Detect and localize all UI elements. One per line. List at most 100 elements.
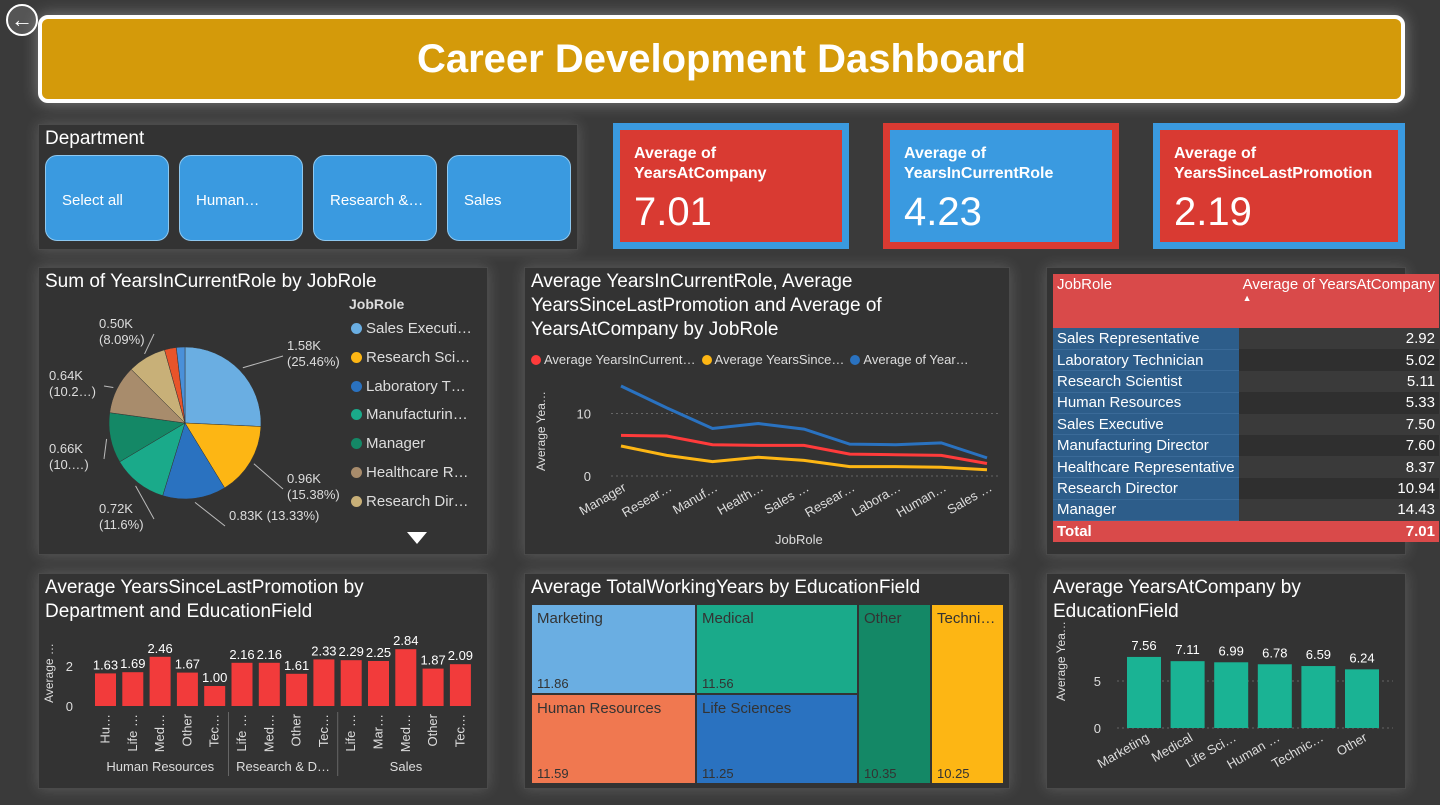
promo-bar[interactable] <box>340 660 362 706</box>
kpi-label: Average of YearsSinceLastPromotion <box>1174 145 1373 182</box>
pie-slice[interactable] <box>176 346 186 424</box>
table-row[interactable]: Sales Executive 7.50 <box>1053 413 1439 436</box>
slicer-option-sales[interactable]: Sales <box>447 155 571 241</box>
pie-legend-item[interactable]: Research Dir… <box>351 493 469 510</box>
treemap-cell-life-sciences[interactable]: Life Sciences 11.25 <box>696 694 858 784</box>
edu-bar[interactable] <box>1127 656 1161 728</box>
promo-bar[interactable] <box>95 673 116 706</box>
pie-data-label-line: (8.09%) <box>99 332 145 347</box>
promo-bar[interactable] <box>286 673 308 706</box>
edu-chart-panel: Average YearsAtCompany by EducationField… <box>1046 573 1406 789</box>
treemap-cell-label: Life Sciences <box>702 700 792 717</box>
pie-slice[interactable] <box>184 422 262 489</box>
promo-bar-value: 2.16 <box>257 647 282 662</box>
treemap-cell-other[interactable]: Other 10.35 <box>858 604 931 784</box>
pie-slice[interactable] <box>162 422 225 500</box>
line-x-tick: Health… <box>714 480 765 518</box>
pie-data-label-line: 0.83K (13.33%) <box>229 508 319 523</box>
pie-data-label-line: 0.66K <box>49 441 83 456</box>
line-legend-item[interactable]: Average YearsInCurrent… <box>531 352 696 367</box>
slicer-option-research[interactable]: Research &… <box>313 155 437 241</box>
triangle-down-icon[interactable] <box>407 532 427 544</box>
kpi-value: 2.19 <box>1174 190 1252 234</box>
table-row[interactable]: Sales Representative 2.92 <box>1053 328 1439 350</box>
pie-legend-label: Research Sci… <box>366 348 471 366</box>
treemap-cell-medical[interactable]: Medical 11.56 <box>696 604 858 694</box>
table-row[interactable]: Manager 14.43 <box>1053 499 1439 522</box>
promo-bar[interactable] <box>313 659 335 706</box>
back-button[interactable]: ← <box>6 4 38 36</box>
pie-legend-item[interactable]: Manufacturin… <box>351 406 468 423</box>
promo-bar[interactable] <box>231 662 253 706</box>
pie-legend-item[interactable]: Laboratory T… <box>351 378 466 395</box>
promo-bar[interactable] <box>449 664 471 706</box>
line-legend-item[interactable]: Average of Year… <box>850 352 969 367</box>
jobrole-table-panel: JobRole Average of YearsAtCompany ▲ Sale… <box>1046 267 1439 555</box>
promo-x-tick: Other <box>289 713 304 746</box>
promo-bar[interactable] <box>122 672 144 706</box>
promo-group-label: Human Resources <box>106 759 214 774</box>
pie-chart[interactable]: 1.58K (25.46%) 0.96K (15.38%) 0.83K (13.33%)… <box>39 298 339 553</box>
promo-bar[interactable] <box>368 661 389 706</box>
line-y-axis-label: Average Yea… <box>534 391 548 471</box>
promo-x-tick: Life … <box>125 714 140 752</box>
column-header-avg-years[interactable]: Average of YearsAtCompany ▲ <box>1238 274 1439 328</box>
line-series[interactable] <box>620 384 988 460</box>
promo-bar-value: 1.69 <box>120 656 145 671</box>
pie-legend-item[interactable]: Sales Executi… <box>351 320 472 337</box>
pie-legend-item[interactable]: Healthcare R… <box>351 464 469 481</box>
pie-legend-label: Sales Executi… <box>366 320 472 337</box>
promo-bar[interactable] <box>258 662 280 706</box>
table-row[interactable]: Healthcare Representative 8.37 <box>1053 456 1439 479</box>
treemap-cell-marketing[interactable]: Marketing 11.86 <box>531 604 696 694</box>
line-series[interactable] <box>620 444 988 472</box>
edu-bar[interactable] <box>1345 669 1379 728</box>
promo-bar[interactable] <box>176 672 198 706</box>
promo-bar[interactable] <box>422 668 444 706</box>
line-legend-item[interactable]: Average YearsSince… <box>701 352 844 367</box>
slicer-option-select-all[interactable]: Select all <box>45 155 169 241</box>
arrow-left-icon: ← <box>11 7 33 32</box>
treemap-cell-human-resources[interactable]: Human Resources 11.59 <box>531 694 696 784</box>
column-header-jobrole[interactable]: JobRole <box>1053 274 1239 328</box>
pie-data-label-line: 1.58K <box>287 338 321 353</box>
table-total-value: 7.01 <box>1238 520 1439 542</box>
edu-bar-value: 6.59 <box>1306 647 1331 662</box>
line-x-tick: Resear… <box>619 480 674 520</box>
promo-bar[interactable] <box>204 686 226 706</box>
kpi-value: 4.23 <box>904 190 982 234</box>
pie-leader-line <box>103 438 108 460</box>
table-row[interactable]: Research Scientist 5.11 <box>1053 370 1439 393</box>
promo-bar-value: 1.61 <box>284 658 309 673</box>
table-row[interactable]: Laboratory Technician 5.02 <box>1053 349 1439 372</box>
edu-bar[interactable] <box>1301 666 1336 728</box>
promo-x-tick: Other <box>425 713 440 746</box>
promo-chart-title: Average YearsSinceLastPromotion by Depar… <box>45 577 364 622</box>
pie-legend-item[interactable]: Manager <box>351 435 425 452</box>
legend-dot-icon <box>351 467 362 478</box>
treemap-cell-technical[interactable]: Techni… 10.25 <box>931 604 1004 784</box>
column-header-label: Average of YearsAtCompany <box>1242 276 1435 293</box>
pie-leader-line <box>135 485 155 520</box>
pie-slice[interactable] <box>184 346 262 427</box>
promo-bar[interactable] <box>395 649 417 706</box>
edu-bar[interactable] <box>1214 662 1249 728</box>
treemap-cell-value: 11.56 <box>702 676 734 691</box>
line-legend-label: Average YearsInCurrent… <box>544 352 696 367</box>
table-row[interactable]: Human Resources 5.33 <box>1053 392 1439 415</box>
table-row[interactable]: Manufacturing Director 7.60 <box>1053 434 1439 457</box>
promo-bar[interactable] <box>149 656 171 706</box>
promo-y-tick: 2 <box>66 659 73 674</box>
edu-bar[interactable] <box>1170 661 1205 728</box>
promo-bar-chart[interactable]: 2 0 1.63 Hu… 1.69 Life … 2.46 Med… 1.67 Other 1.00… <box>39 630 489 790</box>
table-row[interactable]: Research Director 10.94 <box>1053 477 1439 500</box>
slicer-option-human[interactable]: Human… <box>179 155 303 241</box>
line-series[interactable] <box>620 433 988 465</box>
table-total-label: Total <box>1053 520 1239 542</box>
edu-bar[interactable] <box>1257 664 1292 728</box>
pie-legend-item[interactable]: Research Sci… <box>351 349 470 366</box>
pie-data-label-line: (10.…) <box>49 457 89 472</box>
treemap-panel: Average TotalWorkingYears by EducationFi… <box>524 573 1010 789</box>
